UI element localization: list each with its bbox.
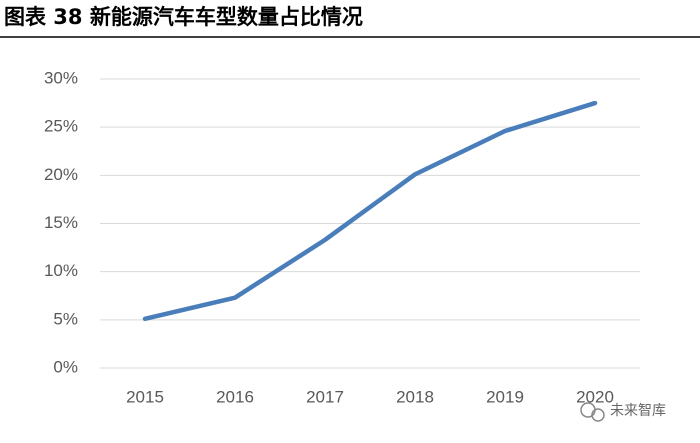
- x-tick-label: 2015: [126, 387, 164, 406]
- y-tick-label: 10%: [44, 261, 78, 280]
- x-tick-label: 2020: [576, 387, 614, 406]
- y-tick-label: 0%: [53, 357, 78, 376]
- chart-title: 图表 38 新能源汽车车型数量占比情况: [4, 5, 363, 29]
- x-tick-label: 2017: [306, 387, 344, 406]
- x-tick-label: 2019: [486, 387, 524, 406]
- y-tick-label: 25%: [44, 117, 78, 136]
- x-tick-label: 2018: [396, 387, 434, 406]
- y-tick-label: 30%: [44, 68, 78, 87]
- y-tick-label: 5%: [53, 309, 78, 328]
- y-tick-label: 15%: [44, 213, 78, 232]
- x-tick-label: 2016: [216, 387, 254, 406]
- watermark-icon: [580, 402, 605, 422]
- data-line: [142, 100, 598, 322]
- y-tick-label: 20%: [44, 165, 78, 184]
- watermark: 未来智库: [610, 403, 666, 419]
